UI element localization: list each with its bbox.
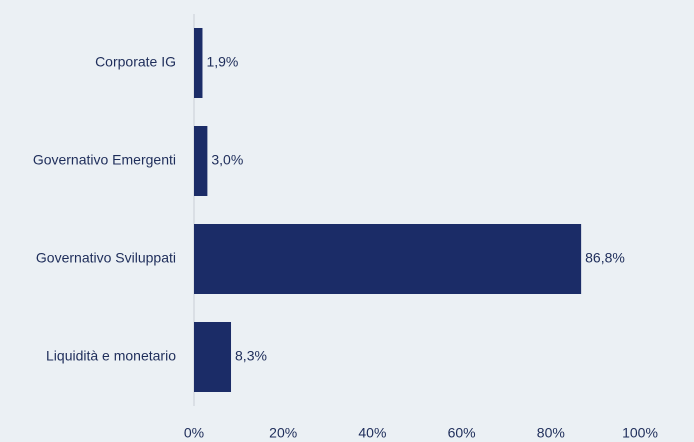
labels-layer: Corporate IG 1,9% Governativo Emergenti 3,0… [33, 54, 658, 441]
bar-2 [194, 126, 208, 196]
category-label-4: Liquidità e monetario [46, 348, 176, 364]
x-tick-label-5: 80% [537, 425, 565, 441]
x-tick-label-6: 100% [622, 425, 658, 441]
category-label-3: Governativo Sviluppati [36, 250, 176, 266]
bars-layer [193, 14, 582, 406]
value-label-3: 86,8% [585, 250, 625, 266]
category-label-1: Corporate IG [95, 54, 176, 70]
value-label-4: 8,3% [235, 348, 267, 364]
category-label-2: Governativo Emergenti [33, 152, 176, 168]
x-tick-label-4: 60% [448, 425, 476, 441]
bar-1 [194, 28, 203, 98]
bar-4 [194, 322, 232, 392]
x-tick-label-2: 20% [269, 425, 297, 441]
x-tick-label-3: 40% [358, 425, 386, 441]
value-label-1: 1,9% [206, 54, 238, 70]
value-label-2: 3,0% [211, 152, 243, 168]
bar-3 [194, 224, 582, 294]
x-tick-label-1: 0% [184, 425, 204, 441]
